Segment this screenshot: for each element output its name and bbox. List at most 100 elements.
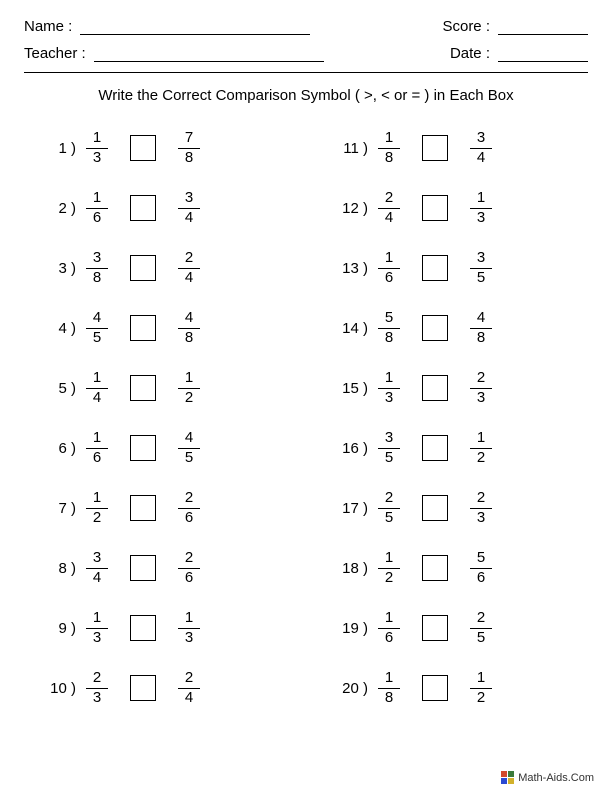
- denominator: 2: [385, 570, 393, 587]
- answer-box[interactable]: [422, 255, 448, 281]
- numerator: 1: [477, 670, 485, 687]
- name-field: Name :: [24, 18, 310, 35]
- answer-box[interactable]: [422, 195, 448, 221]
- numerator: 2: [185, 250, 193, 267]
- name-input-line[interactable]: [80, 19, 310, 35]
- problem-row: 2 )1634: [44, 186, 296, 230]
- answer-box[interactable]: [130, 315, 156, 341]
- problem-number: 10 ): [44, 680, 82, 697]
- numerator: 2: [385, 190, 393, 207]
- problem-row: 7 )1226: [44, 486, 296, 530]
- numerator: 1: [93, 130, 101, 147]
- problem-number: 13 ): [336, 260, 374, 277]
- score-field: Score :: [442, 18, 588, 35]
- denominator: 8: [385, 330, 393, 347]
- fraction-left: 16: [82, 430, 112, 466]
- problem-row: 20 )1812: [336, 666, 588, 710]
- fraction-left: 23: [82, 670, 112, 706]
- fraction-left: 13: [82, 130, 112, 166]
- numerator: 3: [477, 250, 485, 267]
- fraction-right: 23: [466, 490, 496, 526]
- fraction-right: 48: [174, 310, 204, 346]
- score-label: Score :: [442, 18, 490, 35]
- problem-row: 8 )3426: [44, 546, 296, 590]
- fraction-left: 14: [82, 370, 112, 406]
- answer-box[interactable]: [422, 435, 448, 461]
- fraction-right: 12: [466, 430, 496, 466]
- denominator: 2: [185, 390, 193, 407]
- name-label: Name :: [24, 18, 72, 35]
- denominator: 6: [93, 210, 101, 227]
- numerator: 1: [385, 610, 393, 627]
- answer-box[interactable]: [130, 615, 156, 641]
- answer-box[interactable]: [130, 135, 156, 161]
- numerator: 2: [477, 490, 485, 507]
- numerator: 4: [477, 310, 485, 327]
- problem-number: 16 ): [336, 440, 374, 457]
- answer-box[interactable]: [130, 555, 156, 581]
- numerator: 1: [385, 670, 393, 687]
- denominator: 4: [93, 570, 101, 587]
- answer-box[interactable]: [422, 495, 448, 521]
- numerator: 1: [93, 610, 101, 627]
- problem-number: 12 ): [336, 200, 374, 217]
- answer-box[interactable]: [422, 555, 448, 581]
- numerator: 1: [477, 430, 485, 447]
- footer: Math-Aids.Com: [501, 771, 594, 784]
- numerator: 2: [477, 370, 485, 387]
- problems-column-left: 1 )13782 )16343 )38244 )45485 )14126 )16…: [44, 126, 296, 726]
- answer-box[interactable]: [422, 375, 448, 401]
- denominator: 3: [93, 150, 101, 167]
- denominator: 3: [185, 630, 193, 647]
- problem-row: 19 )1625: [336, 606, 588, 650]
- numerator: 2: [185, 490, 193, 507]
- fraction-left: 18: [374, 130, 404, 166]
- fraction-right: 12: [466, 670, 496, 706]
- denominator: 4: [385, 210, 393, 227]
- fraction-left: 25: [374, 490, 404, 526]
- denominator: 4: [185, 210, 193, 227]
- problem-number: 3 ): [44, 260, 82, 277]
- denominator: 3: [93, 690, 101, 707]
- numerator: 1: [385, 250, 393, 267]
- teacher-field: Teacher :: [24, 45, 324, 62]
- fraction-left: 16: [82, 190, 112, 226]
- fraction-right: 13: [174, 610, 204, 646]
- answer-box[interactable]: [130, 255, 156, 281]
- answer-box[interactable]: [130, 195, 156, 221]
- fraction-right: 13: [466, 190, 496, 226]
- numerator: 2: [385, 490, 393, 507]
- denominator: 6: [185, 570, 193, 587]
- score-input-line[interactable]: [498, 19, 588, 35]
- numerator: 2: [93, 670, 101, 687]
- answer-box[interactable]: [422, 675, 448, 701]
- denominator: 2: [477, 450, 485, 467]
- answer-box[interactable]: [130, 495, 156, 521]
- answer-box[interactable]: [130, 375, 156, 401]
- footer-logo-icon: [501, 771, 514, 784]
- answer-box[interactable]: [422, 315, 448, 341]
- numerator: 2: [185, 670, 193, 687]
- teacher-input-line[interactable]: [94, 46, 324, 62]
- problem-number: 18 ): [336, 560, 374, 577]
- answer-box[interactable]: [422, 615, 448, 641]
- problem-row: 10 )2324: [44, 666, 296, 710]
- fraction-left: 35: [374, 430, 404, 466]
- answer-box[interactable]: [130, 675, 156, 701]
- problem-number: 4 ): [44, 320, 82, 337]
- answer-box[interactable]: [130, 435, 156, 461]
- fraction-left: 12: [82, 490, 112, 526]
- denominator: 2: [93, 510, 101, 527]
- fraction-right: 12: [174, 370, 204, 406]
- numerator: 3: [385, 430, 393, 447]
- problem-row: 12 ) 2 4 13: [336, 186, 588, 230]
- date-input-line[interactable]: [498, 46, 588, 62]
- answer-box[interactable]: [422, 135, 448, 161]
- header-divider: [24, 72, 588, 73]
- numerator: 1: [93, 430, 101, 447]
- fraction-right: 25: [466, 610, 496, 646]
- problems-grid: 1 )13782 )16343 )38244 )45485 )14126 )16…: [24, 126, 588, 726]
- fraction-right: 26: [174, 490, 204, 526]
- problem-row: 13 )1635: [336, 246, 588, 290]
- denominator: 5: [477, 630, 485, 647]
